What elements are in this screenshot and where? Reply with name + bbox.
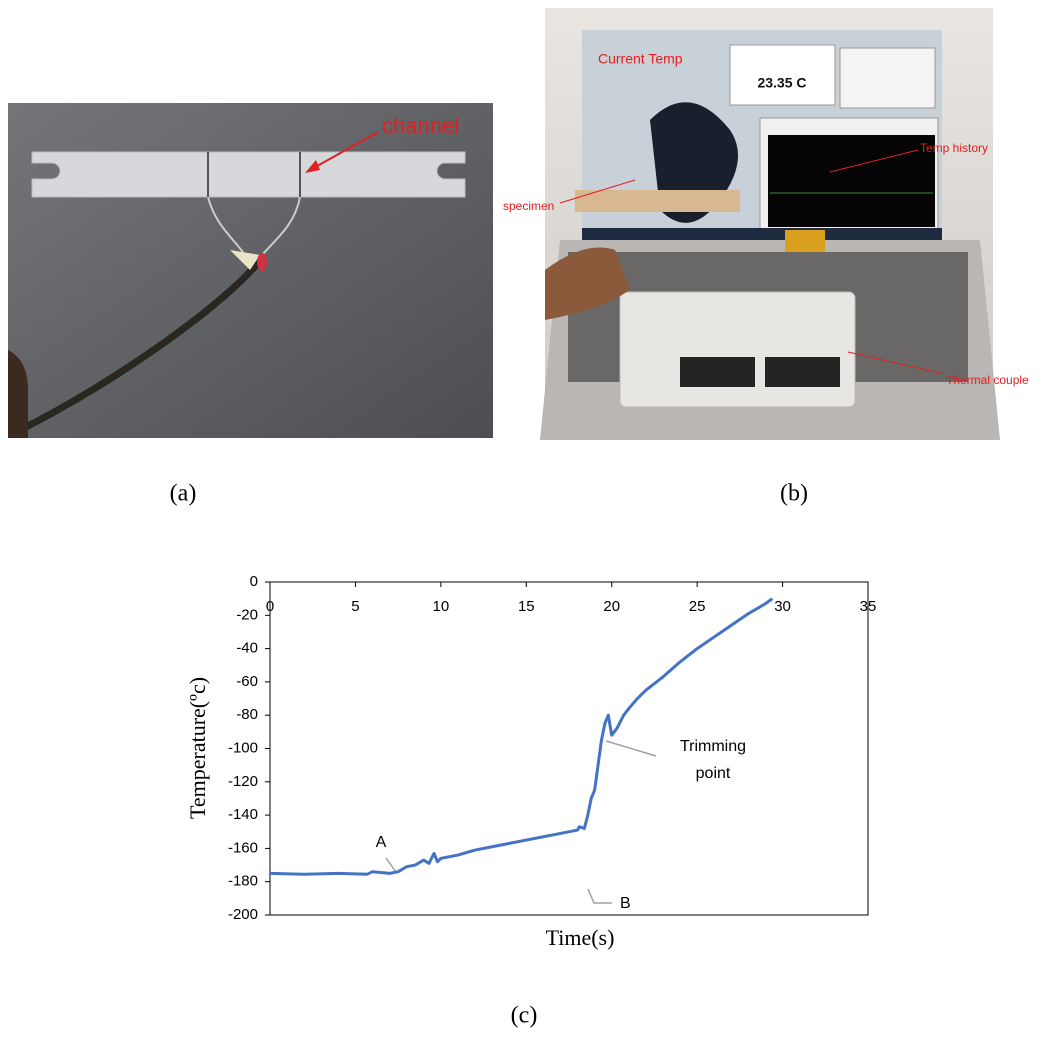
x-tick-label: 20: [603, 598, 620, 615]
annotation: specimen: [503, 199, 554, 213]
y-tick-label: -20: [236, 606, 258, 623]
reading: 23.35 C: [757, 75, 806, 91]
page: {"photo_a": {"annotation": "channel"}, "…: [0, 0, 1047, 1059]
x-axis-label: Time(s): [546, 925, 615, 950]
y-tick-label: -120: [228, 773, 258, 790]
y-tick-label: -140: [228, 806, 258, 823]
y-tick-label: -160: [228, 839, 258, 856]
panel-label: (b): [780, 481, 808, 507]
x-tick-label: 30: [774, 598, 791, 615]
x-tick-label: 35: [860, 598, 877, 615]
y-tick-label: -200: [228, 906, 258, 923]
y-tick-label: -100: [228, 739, 258, 756]
annotation: Temp history: [920, 141, 988, 155]
y-tick-label: -60: [236, 673, 258, 690]
leader-line: [588, 889, 612, 903]
y-tick-label: 0: [250, 573, 258, 590]
annotation: channel: [382, 113, 459, 138]
plot-frame: [270, 582, 868, 915]
data-line: [270, 599, 772, 875]
annotation: Thermal couple: [946, 373, 1029, 387]
annotation: Trimming: [680, 738, 746, 755]
annotation: Current Temp: [598, 51, 683, 67]
x-tick-label: 5: [351, 598, 359, 615]
annotation: point: [696, 765, 731, 782]
leader-line: [386, 858, 396, 872]
y-tick-label: -40: [236, 640, 258, 657]
figure: channel Current Temp 23.35 C Temp histor…: [0, 0, 1047, 1059]
y-tick-label: -180: [228, 873, 258, 890]
x-tick-label: 15: [518, 598, 535, 615]
annotation: B: [620, 895, 631, 912]
y-tick-label: -80: [236, 706, 258, 723]
chart: Time(s) Temperature(ºc) A B Trimming poi…: [185, 573, 876, 950]
annotation: A: [376, 834, 387, 851]
photo-a: channel: [8, 103, 493, 438]
leader-line: [606, 741, 656, 756]
y-axis-label: Temperature(ºc): [185, 677, 210, 819]
x-tick-label: 10: [433, 598, 450, 615]
panel-label: (a): [170, 481, 197, 507]
x-tick-label: 25: [689, 598, 706, 615]
x-tick-label: 0: [266, 598, 274, 615]
photo-b: Current Temp 23.35 C Temp history specim…: [503, 8, 1029, 440]
panel-label: (c): [511, 1003, 538, 1029]
